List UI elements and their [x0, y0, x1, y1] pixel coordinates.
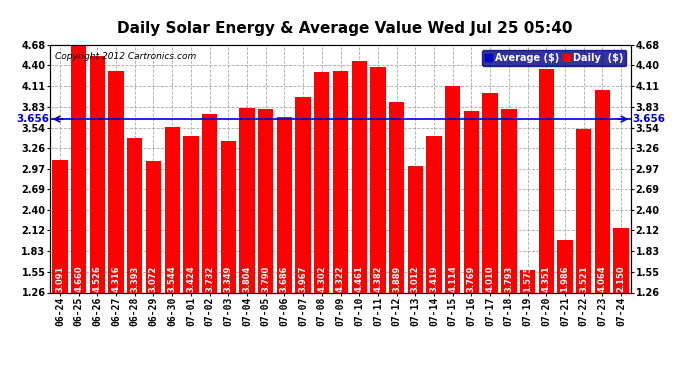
Text: 4.526: 4.526 [93, 265, 102, 292]
Text: 4.064: 4.064 [598, 265, 607, 292]
Text: 3.889: 3.889 [392, 266, 401, 292]
Text: 4.382: 4.382 [373, 265, 382, 292]
Bar [520, 270, 535, 375]
Text: 1.986: 1.986 [560, 265, 569, 292]
Text: 3.732: 3.732 [205, 266, 214, 292]
Bar [277, 117, 292, 375]
Text: 3.790: 3.790 [262, 266, 270, 292]
Bar [595, 90, 610, 375]
Text: 4.010: 4.010 [486, 265, 495, 292]
Text: 1.575: 1.575 [523, 265, 532, 292]
Text: 4.302: 4.302 [317, 265, 326, 292]
Bar [445, 86, 460, 375]
Bar [464, 111, 479, 375]
Bar [127, 138, 142, 375]
Text: 3.424: 3.424 [186, 265, 195, 292]
Bar [71, 46, 86, 375]
Text: 4.316: 4.316 [112, 265, 121, 292]
Bar [52, 160, 68, 375]
Text: 2.150: 2.150 [617, 265, 626, 292]
Bar [408, 166, 423, 375]
Text: 4.461: 4.461 [355, 265, 364, 292]
Text: Daily Solar Energy & Average Value Wed Jul 25 05:40: Daily Solar Energy & Average Value Wed J… [117, 21, 573, 36]
Bar [482, 93, 497, 375]
Bar [539, 69, 554, 375]
Text: 3.686: 3.686 [280, 265, 289, 292]
Text: Copyright 2012 Cartronics.com: Copyright 2012 Cartronics.com [55, 53, 197, 62]
Text: 3.769: 3.769 [467, 266, 476, 292]
Text: 4.351: 4.351 [542, 265, 551, 292]
Bar [333, 71, 348, 375]
Bar [164, 127, 180, 375]
Bar [389, 102, 404, 375]
Bar [576, 129, 591, 375]
Bar [184, 136, 199, 375]
Bar [351, 61, 367, 375]
Bar [426, 136, 442, 375]
Text: 3.393: 3.393 [130, 266, 139, 292]
Text: 4.660: 4.660 [74, 265, 83, 292]
Legend: Average ($), Daily  ($): Average ($), Daily ($) [482, 50, 627, 66]
Text: 3.544: 3.544 [168, 265, 177, 292]
Text: 3.419: 3.419 [430, 265, 439, 292]
Bar [146, 161, 161, 375]
Bar [558, 240, 573, 375]
Bar [371, 67, 386, 375]
Text: 3.349: 3.349 [224, 266, 233, 292]
Bar [613, 228, 629, 375]
Bar [239, 108, 255, 375]
Text: 3.967: 3.967 [299, 266, 308, 292]
Bar [108, 71, 124, 375]
Text: 3.072: 3.072 [149, 266, 158, 292]
Bar [501, 109, 517, 375]
Text: 3.656: 3.656 [16, 114, 49, 124]
Text: 3.804: 3.804 [242, 266, 251, 292]
Text: 4.322: 4.322 [336, 265, 345, 292]
Bar [202, 114, 217, 375]
Bar [314, 72, 330, 375]
Text: 3.521: 3.521 [579, 265, 588, 292]
Text: 3.012: 3.012 [411, 265, 420, 292]
Text: 4.114: 4.114 [448, 265, 457, 292]
Text: 3.091: 3.091 [55, 266, 64, 292]
Text: 3.793: 3.793 [504, 266, 513, 292]
Bar [221, 141, 236, 375]
Text: 3.656: 3.656 [632, 114, 665, 124]
Bar [90, 56, 105, 375]
Bar [258, 110, 273, 375]
Bar [295, 97, 310, 375]
